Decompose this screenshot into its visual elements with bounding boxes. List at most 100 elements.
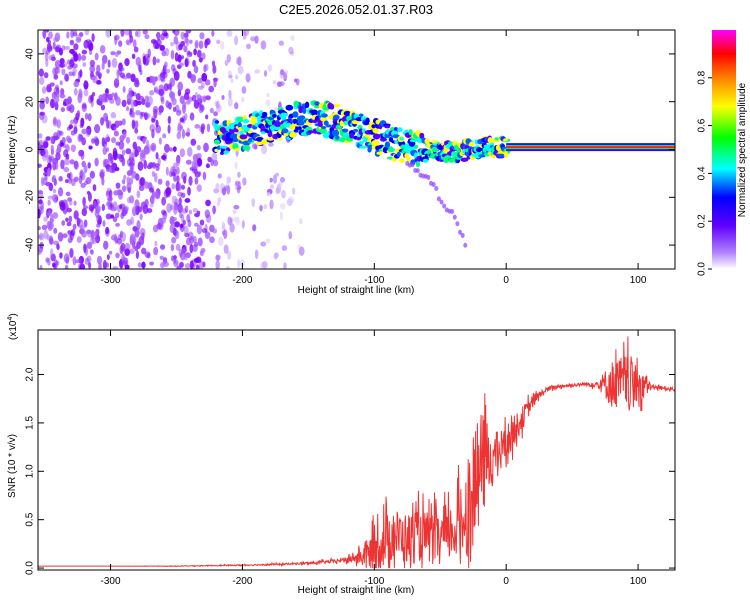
noise-blob (177, 81, 184, 92)
noise-blob (172, 227, 177, 236)
noise-blob (80, 117, 85, 127)
noise-blob (237, 65, 244, 75)
noise-blob (46, 234, 50, 241)
noise-blob (154, 240, 158, 247)
noise-blob (101, 203, 106, 212)
noise-blob (161, 217, 167, 224)
trail-blob (455, 221, 460, 227)
noise-blob (65, 217, 69, 222)
noise-blob (44, 51, 49, 62)
noise-blob (110, 51, 116, 56)
noise-blob (131, 206, 137, 217)
noise-blob (177, 203, 183, 214)
noise-blob (215, 254, 221, 261)
noise-blob (179, 223, 184, 229)
noise-blob (259, 204, 263, 212)
noise-blob (38, 232, 45, 241)
noise-blob (73, 200, 77, 206)
noise-blob (38, 208, 41, 219)
noise-blob (187, 186, 191, 196)
noise-blob (236, 216, 240, 226)
noise-blob (164, 47, 170, 57)
noise-blob (103, 240, 109, 250)
noise-blob (121, 157, 126, 167)
noise-blob (178, 248, 183, 258)
noise-blob (148, 162, 155, 168)
signal-blob (320, 113, 328, 118)
noise-blob (232, 209, 237, 214)
signal-blob (280, 115, 287, 121)
noise-blob (228, 89, 232, 100)
snr-y-multiplier: (x104) (7, 313, 19, 340)
noise-blob (50, 149, 55, 156)
noise-blob (217, 197, 222, 203)
noise-blob (144, 181, 150, 189)
noise-blob (175, 156, 181, 167)
noise-blob (237, 56, 242, 67)
noise-blob (121, 257, 127, 265)
noise-blob (73, 52, 79, 62)
noise-blob (120, 212, 124, 220)
noise-blob (108, 250, 113, 255)
noise-blob (86, 255, 92, 263)
noise-blob (175, 181, 180, 192)
snr-x-tick-label: -200 (232, 576, 252, 587)
noise-blob (82, 205, 89, 210)
noise-blob (183, 225, 189, 236)
noise-blob (217, 237, 224, 246)
noise-blob (132, 226, 138, 232)
noise-blob (166, 203, 172, 213)
noise-blob (185, 237, 191, 246)
noise-blob (149, 187, 154, 193)
noise-blob (223, 229, 228, 240)
noise-blob (214, 101, 219, 107)
noise-blob (290, 51, 295, 56)
signal-blob (409, 139, 418, 143)
noise-blob (60, 107, 66, 113)
noise-blob (83, 88, 89, 97)
noise-blob (193, 168, 198, 175)
signal-blob (422, 158, 429, 163)
noise-blob (136, 30, 141, 38)
noise-blob (72, 68, 77, 74)
noise-blob (211, 60, 216, 67)
noise-blob (160, 262, 165, 269)
noise-blob (180, 125, 184, 130)
noise-blob (269, 177, 273, 183)
noise-blob (69, 48, 75, 54)
signal-blob (372, 133, 381, 140)
noise-blob (192, 59, 196, 68)
spectrogram-x-axis: -300 -200 -100 0 100 (101, 30, 647, 286)
signal-blob (407, 145, 415, 151)
noise-blob (253, 144, 258, 150)
noise-blob (69, 230, 75, 241)
noise-blob (63, 167, 70, 173)
noise-blob (230, 78, 234, 84)
noise-blob (283, 262, 287, 269)
noise-blob (67, 177, 72, 184)
noise-blob (110, 112, 117, 119)
noise-blob (41, 86, 47, 94)
trail-blob (460, 232, 465, 238)
noise-blob (111, 206, 117, 212)
noise-blob (68, 215, 73, 223)
noise-blob (61, 68, 66, 76)
noise-blob (88, 95, 94, 104)
signal-blob (399, 137, 404, 141)
noise-blob (125, 136, 131, 144)
noise-blob (114, 77, 120, 84)
noise-blob (194, 161, 198, 171)
noise-blob (213, 188, 220, 194)
noise-blob (125, 39, 130, 45)
noise-blob (131, 53, 136, 60)
noise-blob (161, 209, 166, 215)
noise-blob (81, 49, 88, 55)
noise-blob (272, 80, 277, 85)
noise-blob (45, 96, 50, 105)
spectrogram-x-tick-label: 0 (503, 275, 509, 286)
noise-blob (43, 72, 49, 79)
spectrogram-y-axis: 40 20 0 -20 -40 (25, 48, 675, 252)
noise-blob (269, 184, 275, 189)
noise-blob (228, 74, 233, 79)
noise-blob (157, 178, 163, 185)
